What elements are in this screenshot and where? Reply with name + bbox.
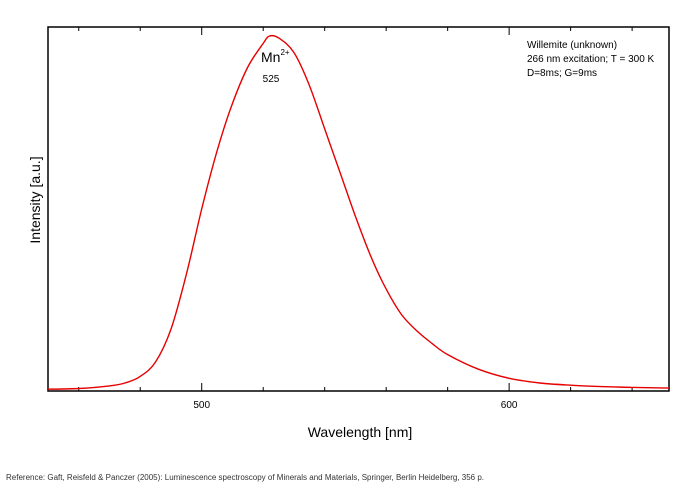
reference-note: Reference: Gaft, Reisfeld & Panczer (200… xyxy=(6,473,485,482)
ion-base: Mn xyxy=(261,49,280,65)
y-axis-label: Intensity [a.u.] xyxy=(27,156,43,243)
x-tick-label: 600 xyxy=(501,400,518,411)
tick-group: 500 600 xyxy=(78,27,633,411)
x-tick-label: 500 xyxy=(193,400,210,411)
chart-svg: 500 600 Mn2+ 525 Willemite (unknown) 266 … xyxy=(27,26,670,440)
plot-area xyxy=(47,26,670,392)
x-axis-label: Wavelength [nm] xyxy=(308,424,413,440)
info-line-3: D=8ms; G=9ms xyxy=(527,68,597,79)
info-line-2: 266 nm excitation; T = 300 K xyxy=(527,54,655,65)
spectrum-line xyxy=(47,34,670,390)
peak-label: 525 xyxy=(263,74,280,85)
ion-charge: 2+ xyxy=(280,48,289,57)
info-line-1: Willemite (unknown) xyxy=(527,40,617,51)
ion-label: Mn2+ xyxy=(261,48,290,65)
